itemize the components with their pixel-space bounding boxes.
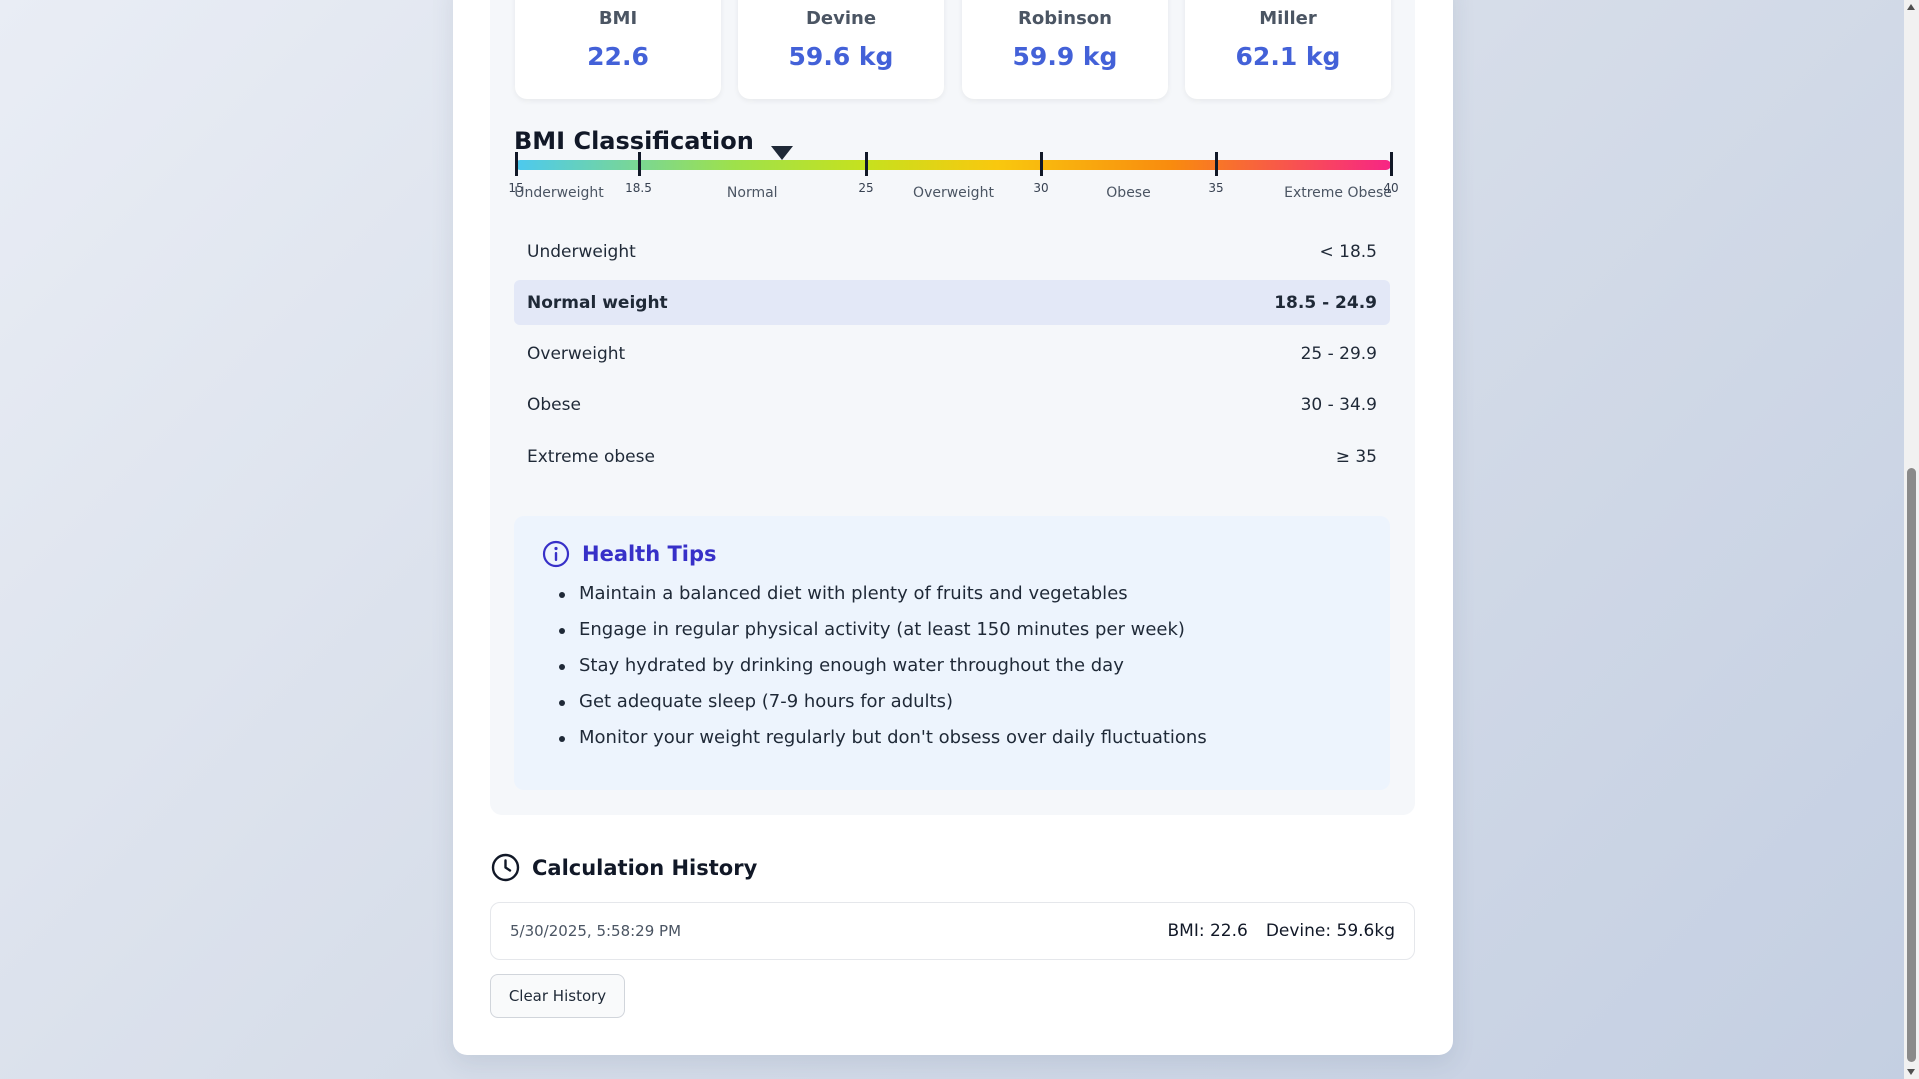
- classification-range: 30 - 34.9: [1300, 394, 1377, 415]
- classification-name: Extreme obese: [527, 446, 655, 467]
- calculation-history-header: Calculation History: [491, 853, 757, 882]
- health-tip-item: Maintain a balanced diet with plenty of …: [559, 582, 1207, 618]
- classification-row: Normal weight 18.5 - 24.9: [514, 280, 1390, 325]
- stat-card-devine: Devine 59.6 kg: [738, 0, 944, 99]
- stat-value: 59.6 kg: [788, 42, 894, 71]
- scale-zone-label: Normal: [726, 185, 778, 201]
- health-tip-item: Monitor your weight regularly but don't …: [559, 726, 1207, 762]
- stat-label: Miller: [1259, 8, 1317, 29]
- scale-zone-label: Obese: [1106, 185, 1151, 201]
- classification-name: Underweight: [527, 241, 636, 262]
- clock-icon: [491, 853, 520, 882]
- scale-tick-label: 40: [1383, 181, 1399, 195]
- health-tips-box: Health Tips Maintain a balanced diet wit…: [514, 516, 1390, 790]
- classification-name: Obese: [527, 394, 581, 415]
- scale-tick-label: 35: [1208, 181, 1224, 195]
- classification-name: Normal weight: [527, 292, 668, 313]
- stat-value: 22.6: [587, 42, 649, 71]
- health-tips-header: Health Tips: [542, 540, 717, 568]
- stat-value: 59.9 kg: [1012, 42, 1118, 71]
- scale-tick: [1215, 152, 1218, 176]
- scale-tick: [515, 152, 518, 176]
- history-entry: 5/30/2025, 5:58:29 PM BMI: 22.6 Devine: …: [490, 902, 1415, 960]
- scroll-down-arrow-icon[interactable]: [1907, 1069, 1915, 1075]
- stat-card-robinson: Robinson 59.9 kg: [962, 0, 1168, 99]
- info-icon: [542, 540, 570, 568]
- classification-row: Overweight 25 - 29.9: [514, 331, 1390, 376]
- calculation-history-title: Calculation History: [532, 855, 758, 880]
- stat-card-bmi: BMI 22.6: [515, 0, 721, 99]
- health-tip-item: Stay hydrated by drinking enough water t…: [559, 654, 1207, 690]
- stat-label: Devine: [805, 8, 877, 29]
- stat-label: Robinson: [1018, 8, 1112, 29]
- classification-name: Overweight: [527, 343, 626, 364]
- scrollbar-thumb[interactable]: [1907, 468, 1916, 1062]
- scale-tick: [1390, 152, 1393, 176]
- history-entry-date: 5/30/2025, 5:58:29 PM: [510, 922, 682, 940]
- classification-row: Extreme obese ≥ 35: [514, 434, 1390, 479]
- stat-card-miller: Miller 62.1 kg: [1185, 0, 1391, 99]
- clear-history-button[interactable]: Clear History: [490, 974, 625, 1018]
- classification-row: Obese 30 - 34.9: [514, 382, 1390, 427]
- scale-tick: [1040, 152, 1043, 176]
- scale-tick: [865, 152, 868, 176]
- bmi-scale-bar: [515, 160, 1391, 170]
- scale-zone-label: Extreme Obese: [1284, 185, 1392, 201]
- classification-row: Underweight < 18.5: [514, 229, 1390, 274]
- health-tips-title: Health Tips: [582, 542, 717, 566]
- classification-range: ≥ 35: [1335, 446, 1377, 467]
- bmi-classification-title: BMI Classification: [514, 127, 754, 155]
- scale-tick-label: 18.5: [625, 181, 652, 195]
- scale-tick-label: 30: [1033, 181, 1049, 195]
- scale-zone-label: Underweight: [514, 185, 604, 201]
- stat-label: BMI: [598, 8, 638, 29]
- stat-value: 62.1 kg: [1235, 42, 1341, 71]
- scroll-up-arrow-icon[interactable]: [1907, 4, 1915, 10]
- health-tip-item: Engage in regular physical activity (at …: [559, 618, 1207, 654]
- current-bmi-marker-icon: [771, 146, 793, 160]
- health-tips-list: Maintain a balanced diet with plenty of …: [559, 582, 1207, 762]
- scale-tick: [637, 152, 641, 176]
- scale-tick-label: 25: [858, 181, 874, 195]
- classification-range: 25 - 29.9: [1300, 343, 1377, 364]
- classification-range: < 18.5: [1319, 241, 1378, 262]
- history-entry-values: BMI: 22.6 Devine: 59.6kg: [1167, 921, 1395, 941]
- history-entry-devine: Devine: 59.6kg: [1265, 921, 1395, 941]
- scale-tick-label: 15: [508, 181, 524, 195]
- health-tip-item: Get adequate sleep (7-9 hours for adults…: [559, 690, 1207, 726]
- page-scrollbar[interactable]: [1904, 0, 1919, 1079]
- scale-zone-label: Overweight: [913, 185, 994, 201]
- history-entry-bmi: BMI: 22.6: [1167, 921, 1248, 941]
- classification-range: 18.5 - 24.9: [1274, 292, 1377, 313]
